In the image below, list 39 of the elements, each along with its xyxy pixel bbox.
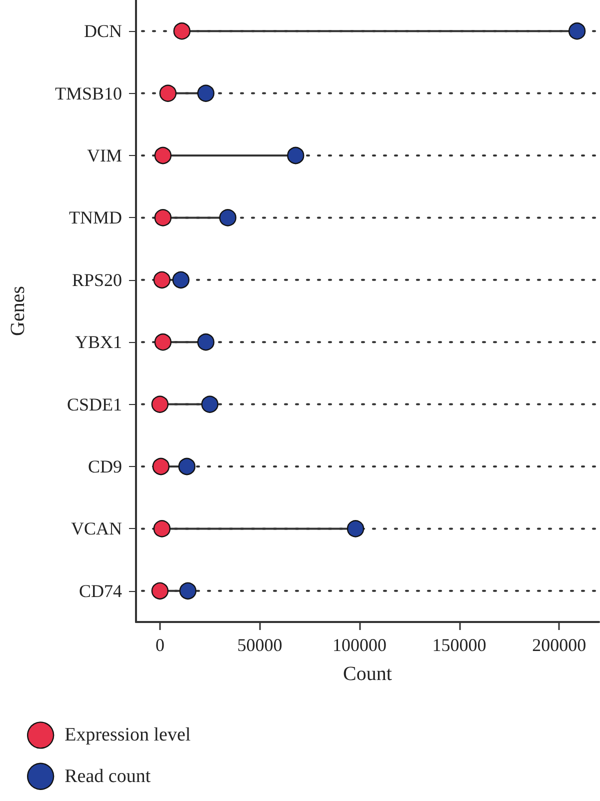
y-tick-label: TNMD bbox=[69, 208, 122, 228]
point bbox=[154, 209, 172, 226]
point bbox=[568, 22, 586, 40]
y-tick-label: CSDE1 bbox=[66, 394, 122, 414]
point bbox=[154, 146, 172, 164]
point bbox=[172, 271, 190, 288]
point bbox=[159, 84, 177, 102]
y-tick-label: DCN bbox=[84, 21, 122, 42]
point bbox=[201, 396, 218, 413]
point bbox=[178, 458, 196, 476]
point bbox=[287, 146, 304, 164]
legend-label: Expression level bbox=[64, 724, 191, 746]
y-tick-label: TMSB10 bbox=[54, 83, 122, 104]
x-tick-label: 100000 bbox=[332, 635, 387, 655]
point bbox=[173, 22, 190, 40]
y-axis-title: Genes bbox=[7, 286, 29, 336]
point bbox=[346, 520, 364, 538]
x-tick-label: 50000 bbox=[237, 635, 282, 655]
point bbox=[151, 582, 169, 600]
y-tick-label: RPS20 bbox=[72, 270, 122, 290]
point bbox=[153, 520, 171, 538]
point bbox=[154, 334, 172, 351]
y-tick-label: VCAN bbox=[70, 518, 122, 539]
x-tick-label: 200000 bbox=[532, 635, 586, 655]
x-tick-label: 0 bbox=[155, 635, 164, 655]
y-tick-label: YBX1 bbox=[74, 332, 122, 352]
point bbox=[219, 209, 236, 226]
y-tick-label: CD9 bbox=[88, 456, 122, 476]
legend-label: Read count bbox=[64, 766, 152, 787]
y-tick-label: VIM bbox=[87, 146, 122, 166]
point bbox=[197, 334, 214, 351]
point bbox=[179, 582, 196, 600]
point bbox=[151, 396, 169, 413]
x-tick-label: 150000 bbox=[432, 635, 486, 655]
point bbox=[152, 458, 170, 476]
point bbox=[197, 84, 214, 102]
point bbox=[153, 271, 171, 288]
x-axis-title: Count bbox=[343, 663, 392, 685]
y-tick-label: CD74 bbox=[78, 580, 122, 601]
